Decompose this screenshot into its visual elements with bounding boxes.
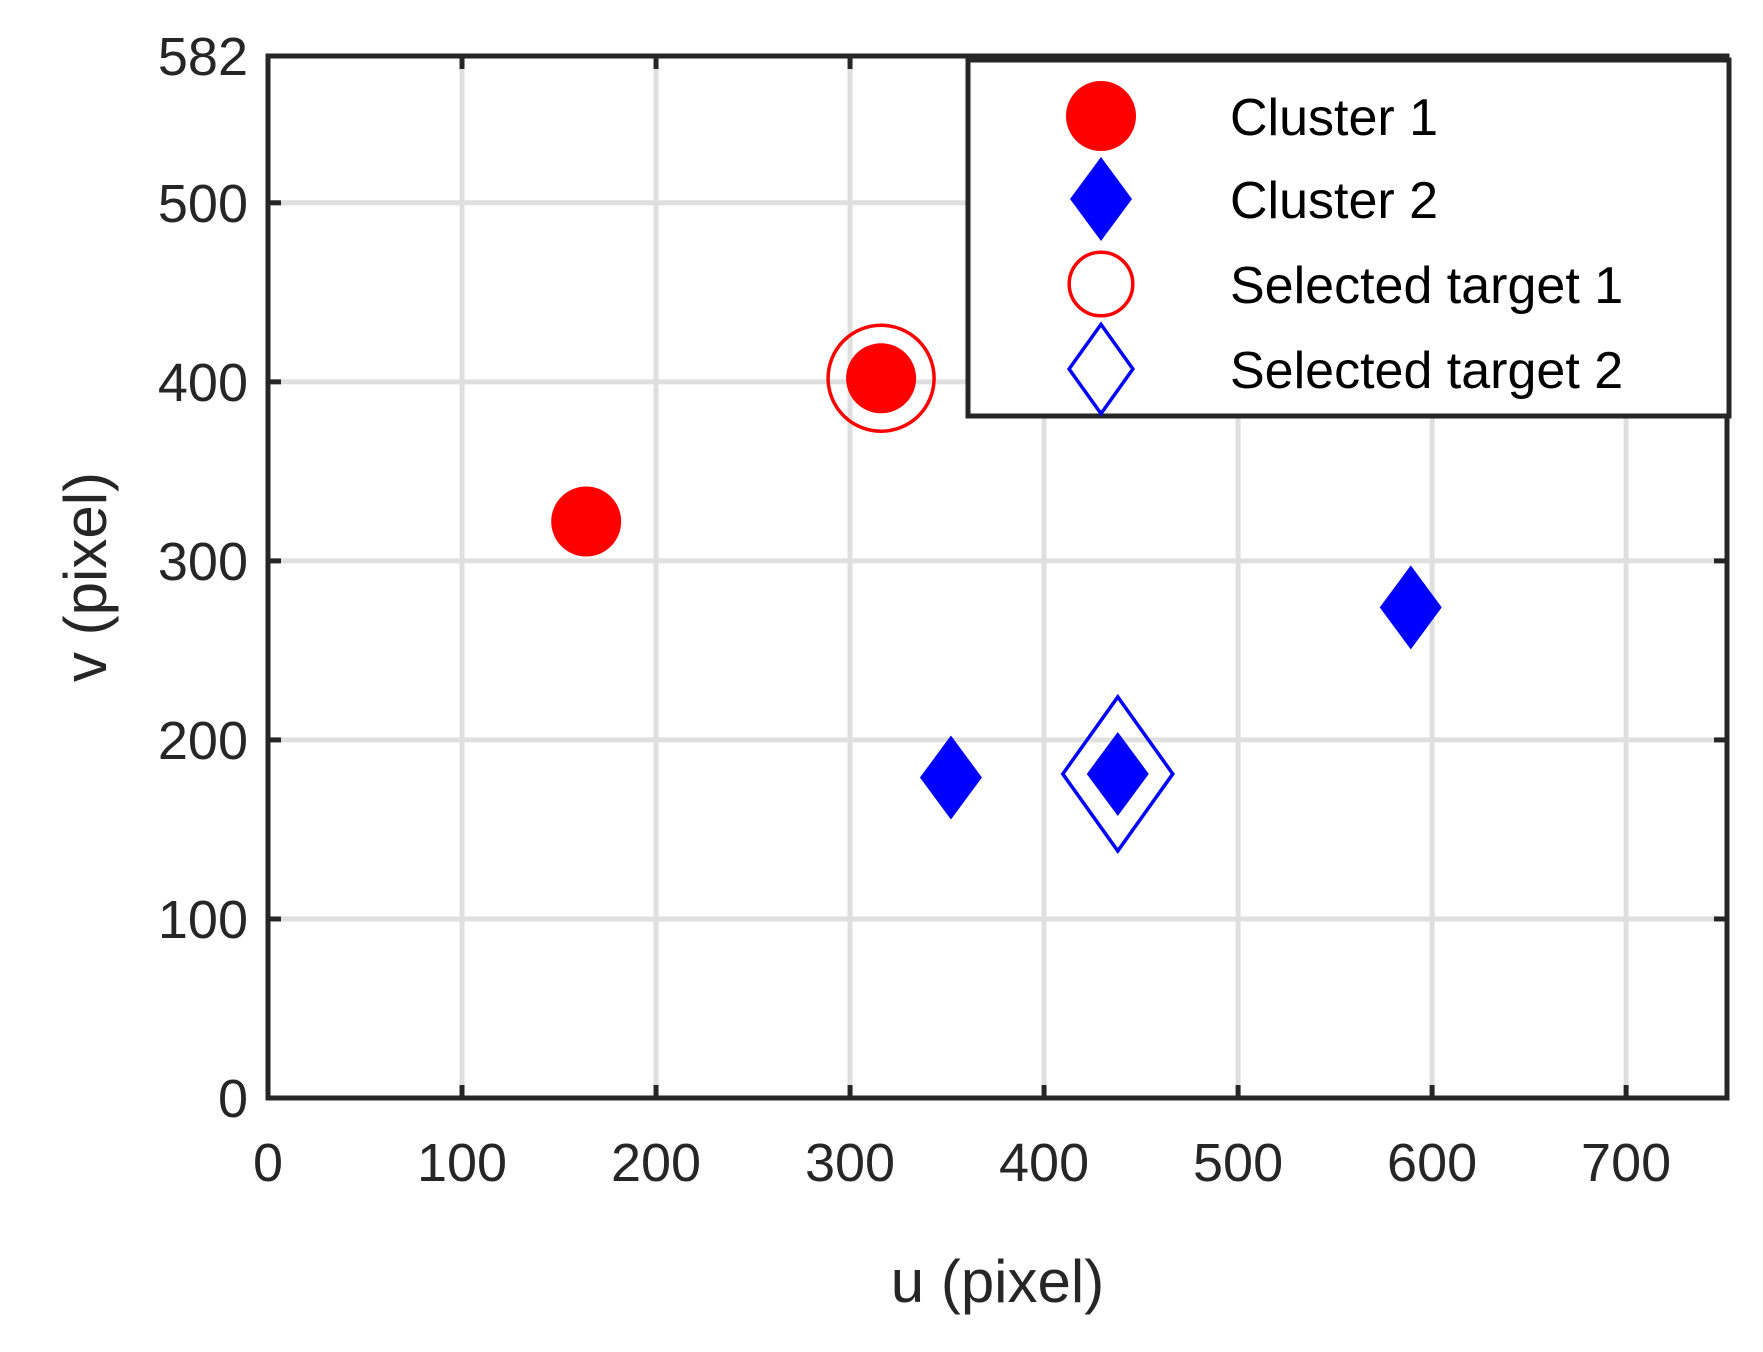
y-tick-label: 300 bbox=[158, 532, 248, 592]
x-tick-label: 100 bbox=[417, 1133, 507, 1193]
point-cluster-2 bbox=[919, 735, 982, 820]
y-tick-label: 400 bbox=[158, 353, 248, 413]
point-cluster-2 bbox=[1379, 565, 1442, 650]
point-cluster-1 bbox=[551, 486, 622, 557]
legend: Cluster 1 Cluster 2 Selected target 1 Selec… bbox=[965, 57, 1732, 419]
x-tick-label: 200 bbox=[611, 1133, 701, 1193]
plot-frame bbox=[265, 53, 1730, 1101]
x-axis-label: u (pixel) bbox=[891, 1248, 1104, 1315]
axis-ticks: 0 100 200 300 400 500 600 700 0 100 200 300 400 500 58… bbox=[158, 27, 1727, 1193]
legend-marker-selected-target-2 bbox=[1066, 321, 1136, 417]
legend-marker-cluster-2 bbox=[1070, 157, 1132, 241]
x-tick-label: 500 bbox=[1193, 1133, 1283, 1193]
y-tick-label: 500 bbox=[158, 174, 248, 234]
point-selected-target-1 bbox=[826, 323, 936, 434]
legend-label-selected-target-1: Selected target 1 bbox=[1230, 257, 1623, 315]
point-cluster-1 bbox=[846, 343, 917, 414]
point-cluster-2 bbox=[1086, 731, 1149, 816]
y-tick-label: 100 bbox=[158, 890, 248, 950]
legend-marker-selected-target-1 bbox=[1067, 250, 1135, 318]
y-tick-label: 0 bbox=[218, 1069, 248, 1129]
y-tick-label: 582 bbox=[158, 27, 248, 87]
y-tick-label: 200 bbox=[158, 711, 248, 771]
x-tick-label: 700 bbox=[1581, 1133, 1671, 1193]
point-selected-target-2 bbox=[1060, 693, 1175, 854]
x-tick-label: 300 bbox=[805, 1133, 895, 1193]
legend-label-cluster-1: Cluster 1 bbox=[1230, 89, 1438, 147]
y-axis-label: v (pixel) bbox=[52, 472, 119, 682]
x-tick-label: 0 bbox=[253, 1133, 283, 1193]
x-tick-label: 600 bbox=[1387, 1133, 1477, 1193]
legend-marker-cluster-1 bbox=[1066, 81, 1136, 151]
x-tick-label: 400 bbox=[999, 1133, 1089, 1193]
data-markers bbox=[551, 323, 1442, 854]
legend-label-selected-target-2: Selected target 2 bbox=[1230, 342, 1623, 400]
legend-label-cluster-2: Cluster 2 bbox=[1230, 172, 1438, 230]
